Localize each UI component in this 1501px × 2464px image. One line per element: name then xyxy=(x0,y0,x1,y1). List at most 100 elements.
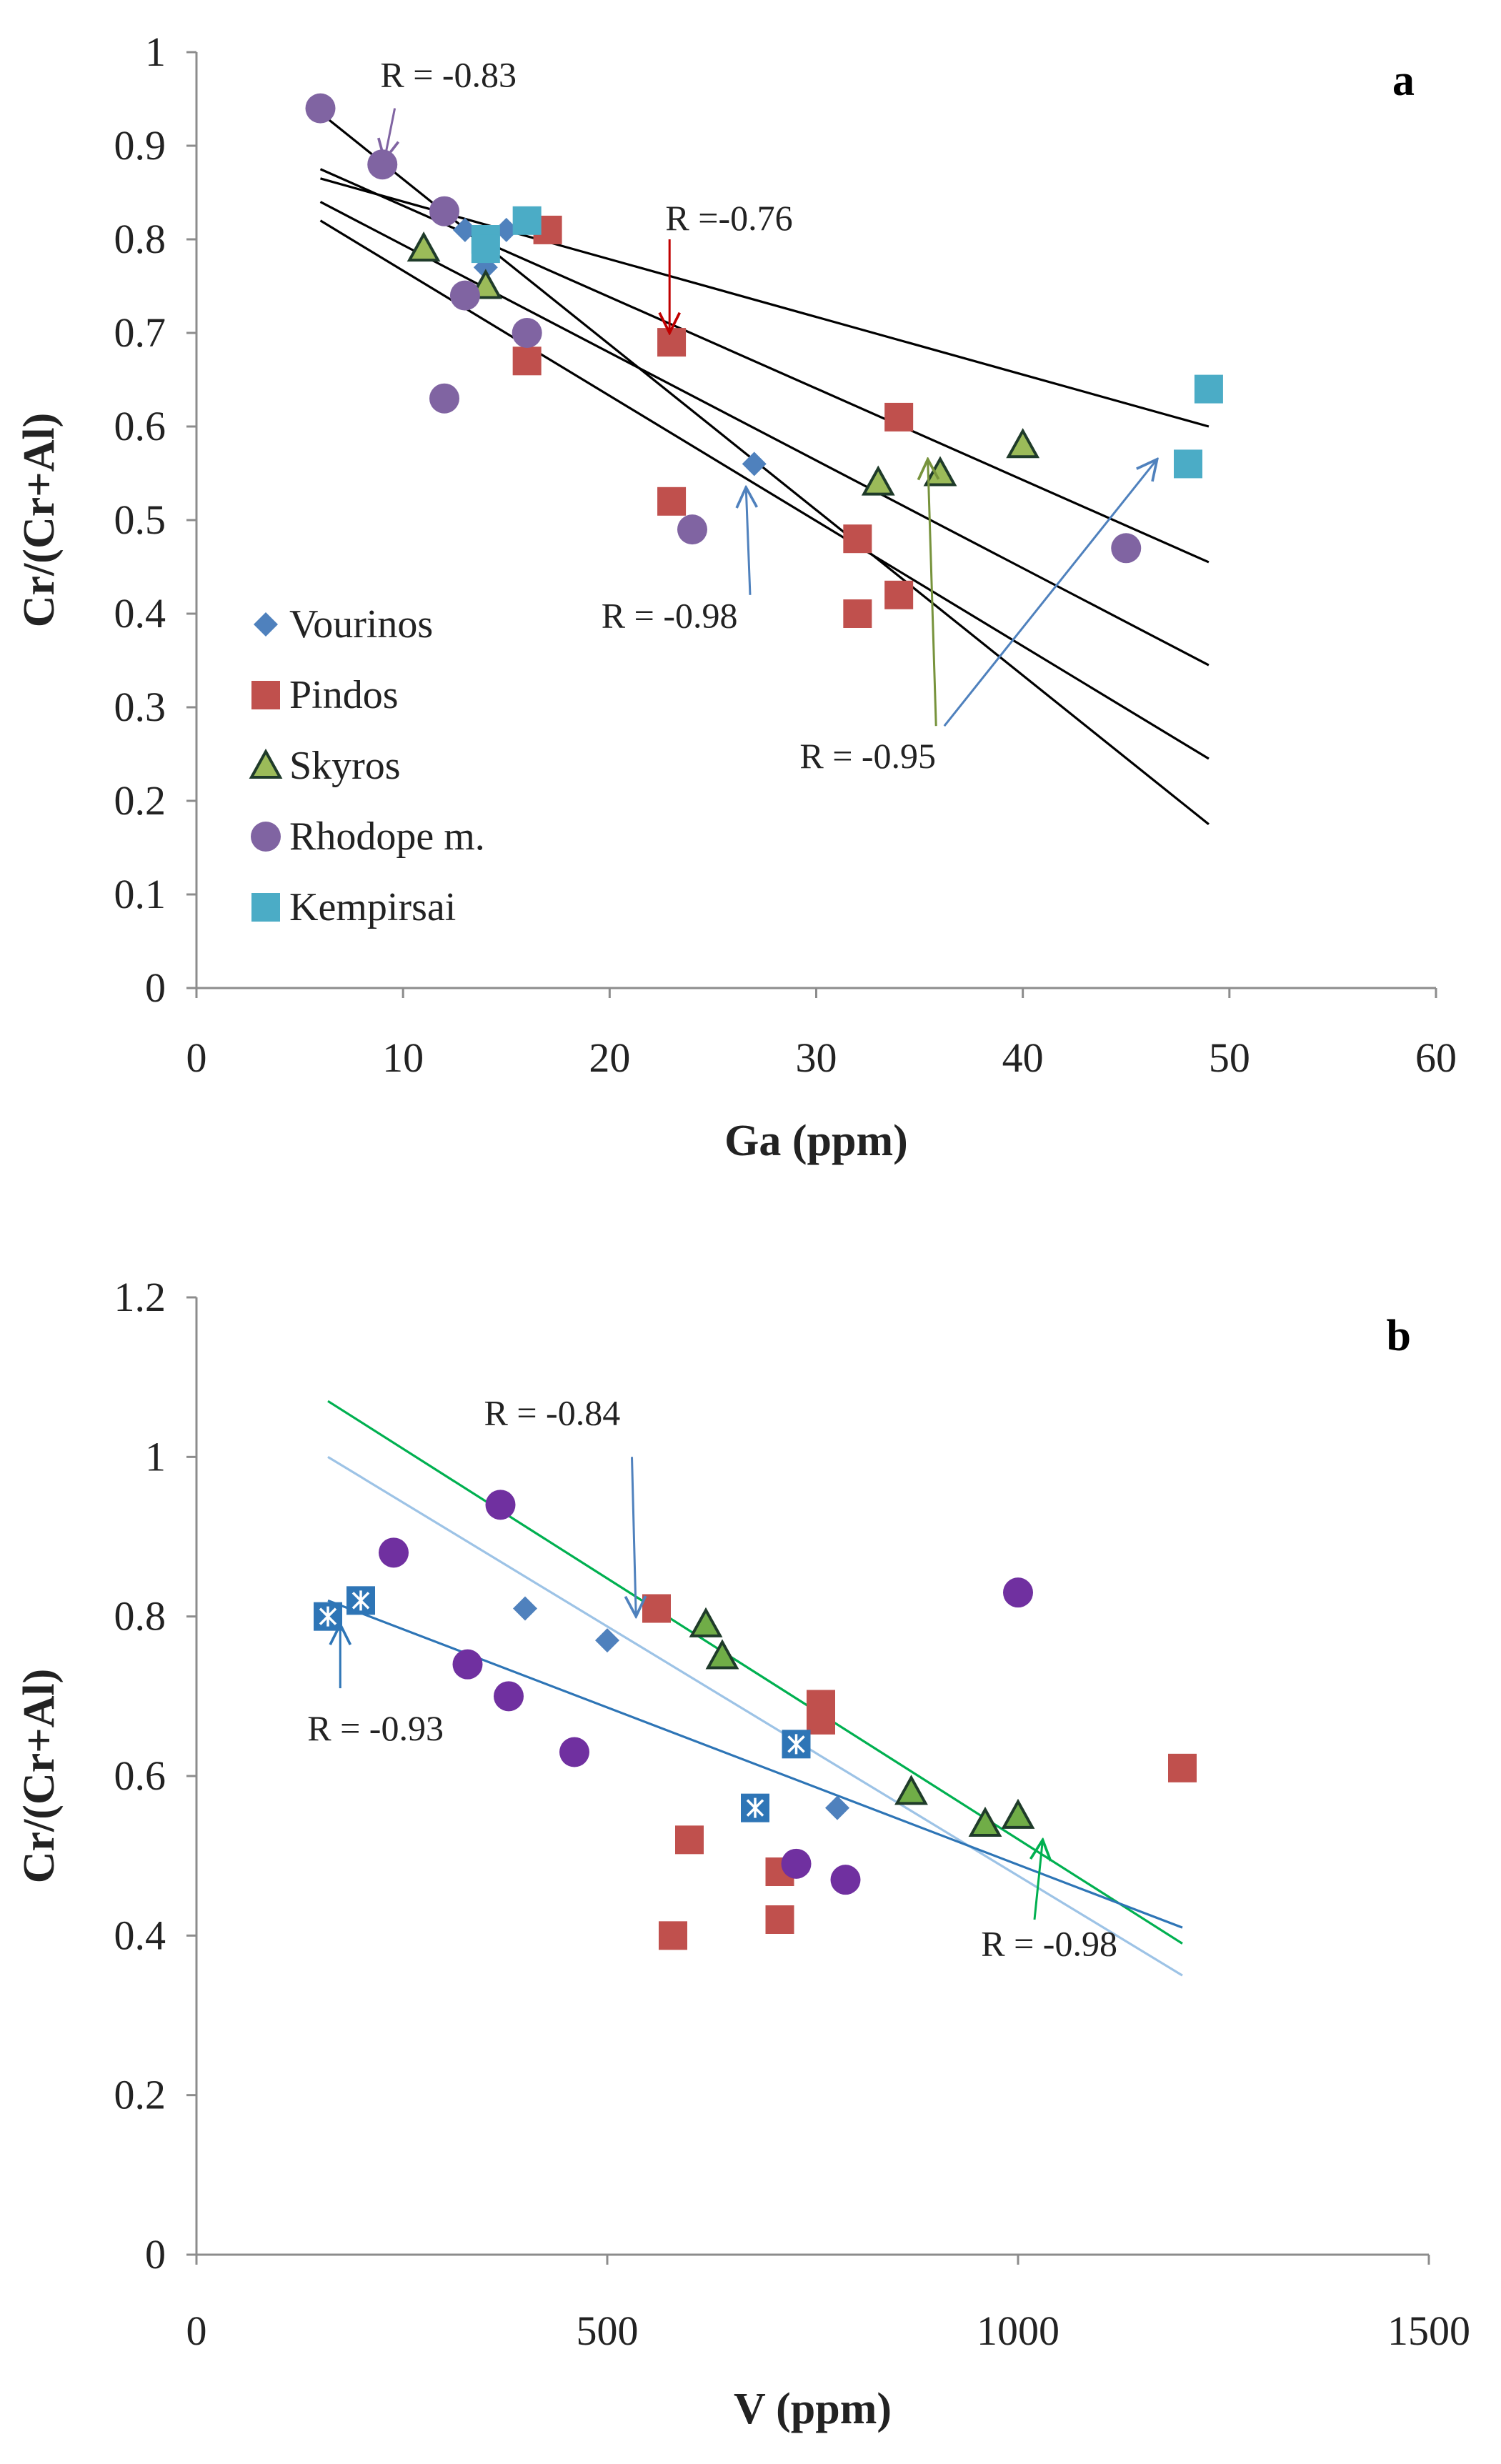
panel-b: 0 500 1000 1500 0 0.2 0.4 0.6 0.8 1 1.2 V (ppm) Cr/(… xyxy=(15,1274,1470,2433)
data-point xyxy=(657,487,687,516)
data-point xyxy=(1003,1577,1033,1608)
data-point xyxy=(305,93,336,124)
legend-label: Vourinos xyxy=(289,602,433,647)
y-axis-title: Cr/(Cr+Al) xyxy=(15,1669,64,1883)
y-tick-label: 1.2 xyxy=(114,1274,166,1320)
x-tick-label: 0 xyxy=(186,2308,207,2354)
data-point xyxy=(513,1596,537,1621)
data-point xyxy=(923,456,957,487)
data-point xyxy=(657,328,687,357)
data-point xyxy=(742,452,767,477)
legend-label: Skyros xyxy=(289,744,401,788)
series-skyros xyxy=(407,231,1040,496)
data-point xyxy=(346,1586,375,1615)
y-axis-title: Cr/(Cr+Al) xyxy=(15,413,64,627)
legend-marker xyxy=(254,612,278,637)
r-value-label: R = -0.83 xyxy=(380,54,517,94)
y-tick-label: 0.2 xyxy=(114,2072,166,2118)
y-tick-label: 0.7 xyxy=(114,309,166,356)
data-point xyxy=(884,402,914,432)
annotation-arrow xyxy=(384,108,394,160)
data-point xyxy=(677,514,707,545)
data-point xyxy=(659,1921,687,1950)
annotation-arrow xyxy=(746,487,750,595)
series-rhodope-m- xyxy=(379,1490,1033,1895)
y-tick-label: 0.6 xyxy=(114,1752,166,1799)
r-value-label: R = -0.98 xyxy=(602,596,738,636)
trendlines xyxy=(327,1400,1183,1977)
y-tick-label: 0.8 xyxy=(114,1593,166,1640)
annotation-arrow xyxy=(1034,1840,1043,1920)
trendline xyxy=(327,1599,1183,1929)
y-tick-label: 0.6 xyxy=(114,403,166,449)
x-tick-label: 0 xyxy=(186,1034,207,1081)
data-point xyxy=(861,465,895,496)
r-value-label: R = -0.84 xyxy=(484,1393,621,1433)
y-tick-label: 0.4 xyxy=(114,590,166,637)
data-point xyxy=(1174,449,1202,479)
panel-label: b xyxy=(1387,1312,1411,1360)
y-tick-label: 1 xyxy=(145,1433,166,1480)
axes: 0 500 1000 1500 0 0.2 0.4 0.6 0.8 1 1.2 xyxy=(114,1274,1471,2354)
r-value-label: R = -0.98 xyxy=(981,1923,1117,1963)
data-point xyxy=(429,383,459,414)
legend-item: Vourinos xyxy=(254,602,433,647)
series-vourinos xyxy=(513,1596,849,1820)
series-kempirsai xyxy=(314,1586,811,1822)
y-tick-label: 0.3 xyxy=(114,684,166,730)
data-point xyxy=(894,1775,928,1805)
legend-item: Rhodope m. xyxy=(251,814,485,859)
data-point xyxy=(705,1639,739,1670)
series-pindos xyxy=(642,1594,1197,1950)
data-point xyxy=(1111,533,1142,564)
x-tick-label: 10 xyxy=(382,1034,424,1081)
legend-label: Pindos xyxy=(289,673,399,717)
series-rhodope-m- xyxy=(305,93,1142,564)
y-tick-label: 0 xyxy=(145,2231,166,2278)
data-point xyxy=(765,1905,794,1934)
data-point xyxy=(782,1730,811,1759)
data-point xyxy=(471,234,500,264)
x-axis-title: V (ppm) xyxy=(734,2385,892,2433)
y-tick-label: 0.5 xyxy=(114,497,166,543)
trendline xyxy=(319,219,1210,760)
data-point xyxy=(452,1649,483,1680)
series-skyros xyxy=(689,1607,1035,1837)
y-tick-label: 0.8 xyxy=(114,216,166,262)
data-point xyxy=(1006,428,1040,459)
data-point xyxy=(429,196,459,226)
legend-item: Kempirsai xyxy=(251,885,456,929)
y-tick-label: 0.4 xyxy=(114,1912,166,1958)
data-point xyxy=(741,1793,769,1822)
y-tick-label: 0.9 xyxy=(114,122,166,169)
legend-marker xyxy=(251,893,280,922)
data-point xyxy=(843,599,872,628)
trendline xyxy=(320,177,1210,428)
legend-marker xyxy=(249,748,283,779)
x-tick-label: 1500 xyxy=(1387,2308,1470,2354)
y-tick-label: 0 xyxy=(145,964,166,1011)
data-point xyxy=(595,1628,619,1653)
y-tick-label: 0.2 xyxy=(114,777,166,824)
data-point xyxy=(407,231,441,262)
annotations: R = -0.84 R = -0.93 R = -0.98 xyxy=(307,1393,1117,1964)
data-point xyxy=(781,1848,812,1879)
data-point xyxy=(1194,374,1223,404)
x-tick-label: 30 xyxy=(796,1034,837,1081)
r-value-label: R = -0.95 xyxy=(799,736,936,776)
series-kempirsai xyxy=(471,206,1223,479)
data-point xyxy=(449,280,480,311)
axes: 0 10 20 30 40 50 60 0 0.1 0.2 0.3 0.4 0.5 0.6 0.7 0.8 0.… xyxy=(114,29,1457,1081)
x-axis-title: Ga (ppm) xyxy=(724,1117,908,1165)
data-point xyxy=(1001,1798,1035,1829)
data-point xyxy=(689,1607,723,1637)
annotation-arrow xyxy=(928,459,937,727)
legend-marker xyxy=(251,681,280,709)
data-point xyxy=(512,318,542,348)
data-point xyxy=(1168,1753,1197,1782)
annotation-arrow xyxy=(943,459,1157,727)
x-tick-label: 1000 xyxy=(977,2308,1059,2354)
annotation-arrow xyxy=(632,1457,637,1616)
data-point xyxy=(512,346,542,376)
marker-star xyxy=(746,1797,764,1818)
